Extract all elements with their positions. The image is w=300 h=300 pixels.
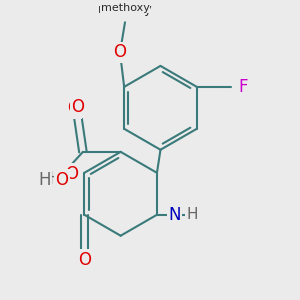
Text: H: H (187, 207, 198, 222)
Text: O: O (113, 44, 127, 62)
Text: methoxy: methoxy (100, 2, 149, 13)
Text: O: O (78, 250, 91, 268)
Text: O: O (56, 171, 68, 189)
Text: O: O (71, 98, 84, 116)
Text: H: H (38, 171, 51, 189)
Text: O: O (67, 99, 80, 117)
Text: O: O (65, 165, 78, 183)
Text: F: F (238, 78, 248, 96)
Text: H: H (48, 170, 61, 188)
Text: N: N (168, 206, 181, 224)
Text: methoxy: methoxy (98, 3, 152, 16)
